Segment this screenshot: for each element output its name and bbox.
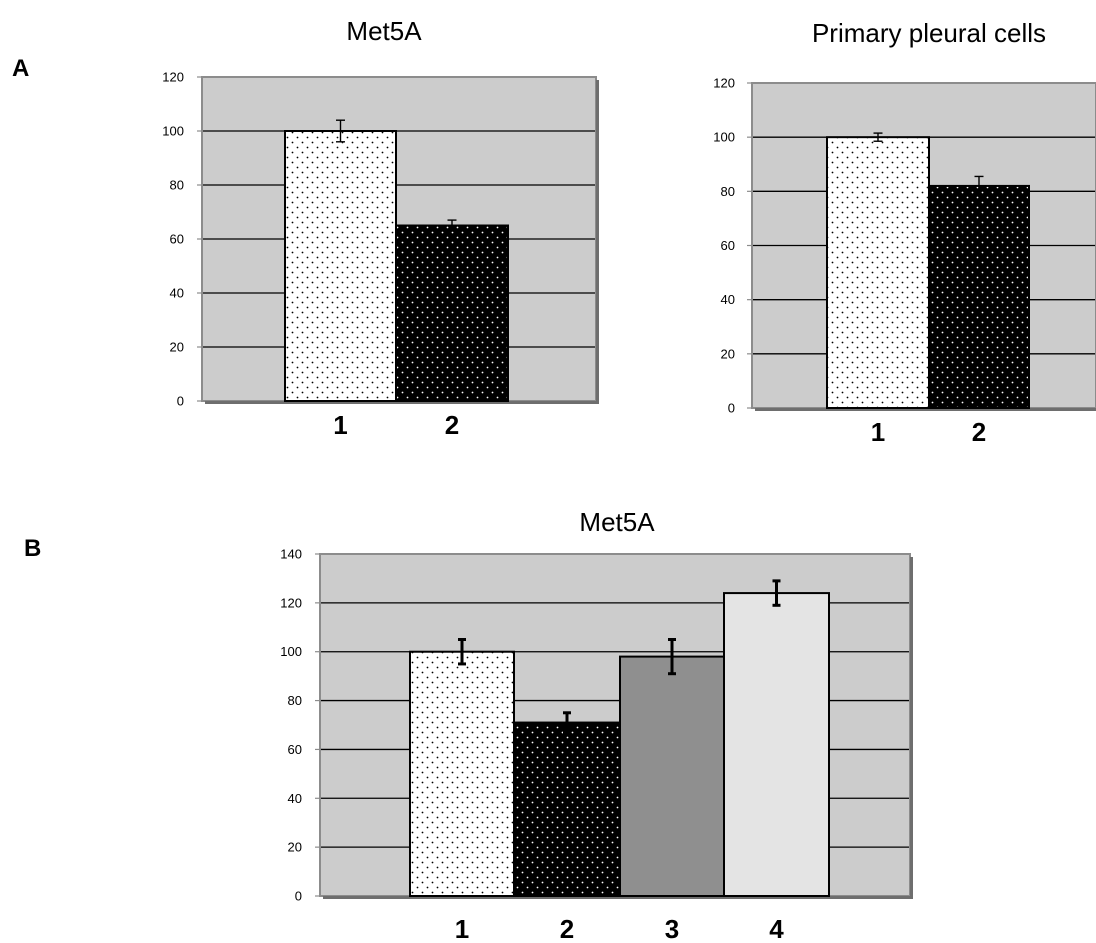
category-label-4: 4 [769, 914, 784, 943]
y-tick-label: 0 [295, 889, 302, 904]
panel-letter-b: B [24, 535, 41, 562]
y-tick-label: 20 [288, 840, 302, 855]
bar-1 [409, 650, 515, 898]
category-label-1: 1 [455, 914, 469, 943]
bar-2 [395, 224, 509, 402]
category-label-2: 2 [972, 417, 986, 447]
bar-3 [619, 655, 725, 897]
y-tick-label: 40 [170, 286, 184, 301]
y-tick-label: 0 [177, 394, 184, 409]
panel-letter-a: A [12, 55, 29, 82]
y-tick-label: 80 [170, 178, 184, 193]
chart-primary-pleural-cells: Primary pleural cells 0 20 40 60 80 100 120 1 2 [713, 18, 1096, 447]
chart-title: Met5A [579, 507, 655, 537]
chart-met5a-panel-b: Met5A 0 20 40 60 80 100 120 140 1 2 3 4 [280, 507, 913, 943]
y-tick-label: 60 [288, 742, 302, 757]
y-tick-label: 120 [713, 76, 735, 91]
category-label-2: 2 [560, 914, 574, 943]
category-label-1: 1 [871, 417, 885, 447]
bar-1 [826, 136, 930, 410]
bar-2 [928, 184, 1030, 409]
bar-1 [284, 130, 397, 402]
category-label-1: 1 [333, 410, 347, 440]
y-tick-label: 60 [721, 238, 735, 253]
y-tick-label: 140 [280, 547, 302, 562]
y-tick-label: 20 [721, 346, 735, 361]
y-tick-label: 120 [162, 70, 184, 85]
y-tick-label: 40 [721, 292, 735, 307]
bar-4 [723, 592, 830, 897]
y-tick-label: 100 [280, 644, 302, 659]
chart-met5a-panel-a: Met5A 0 20 40 60 80 100 120 1 2 [162, 16, 599, 440]
y-tick-label: 20 [170, 340, 184, 355]
category-label-3: 3 [665, 914, 679, 943]
y-tick-label: 80 [721, 184, 735, 199]
chart-title: Met5A [346, 16, 422, 46]
chart-title: Primary pleural cells [812, 18, 1046, 48]
y-tick-label: 100 [162, 124, 184, 139]
category-label-2: 2 [445, 410, 459, 440]
y-tick-label: 60 [170, 232, 184, 247]
y-tick-label: 0 [728, 401, 735, 416]
y-tick-label: 100 [713, 130, 735, 145]
bar-2 [513, 721, 621, 897]
y-tick-label: 40 [288, 791, 302, 806]
y-tick-label: 80 [288, 693, 302, 708]
y-tick-label: 120 [280, 595, 302, 610]
